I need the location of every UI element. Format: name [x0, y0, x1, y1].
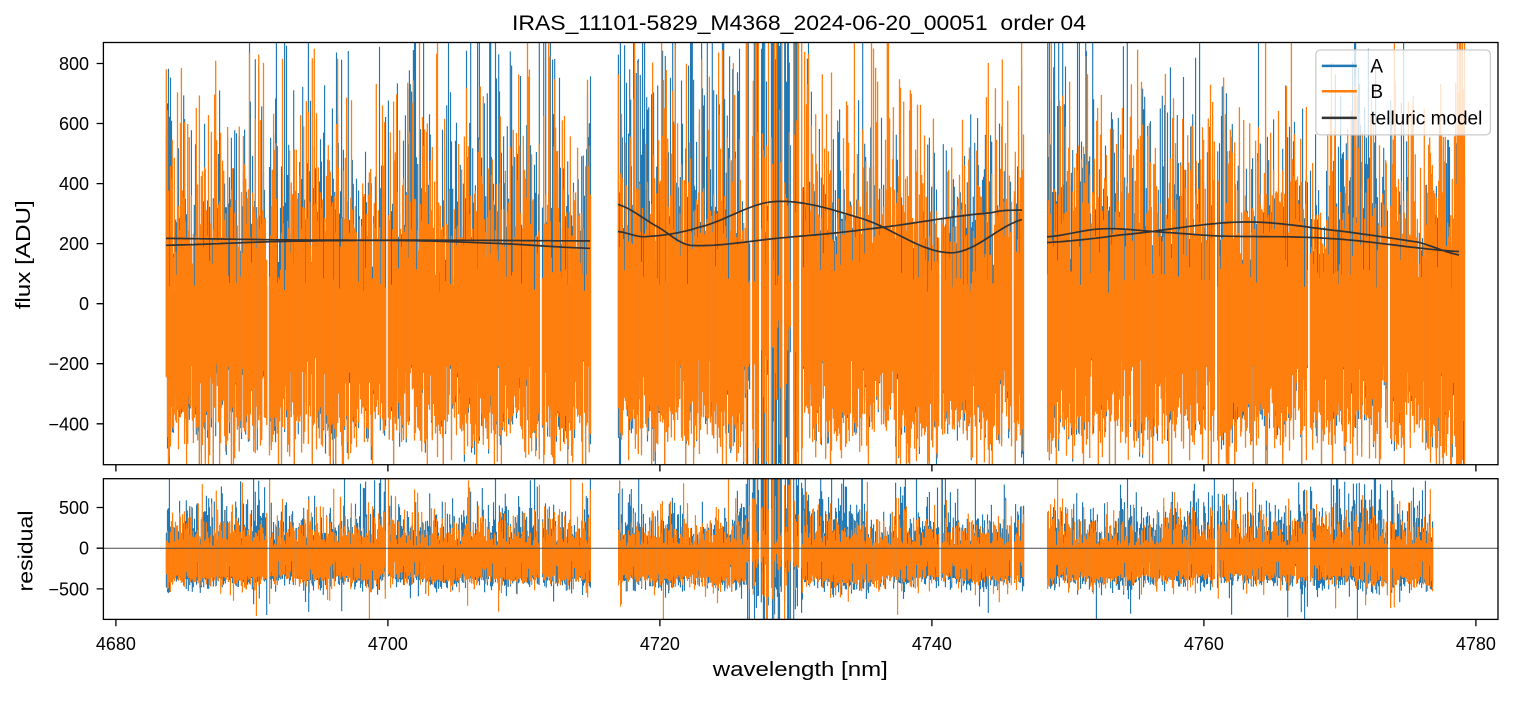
- svg-text:0: 0: [79, 294, 89, 314]
- svg-text:500: 500: [59, 498, 89, 518]
- svg-text:residual: residual: [16, 511, 38, 592]
- svg-text:IRAS_11101-5829_M4368_2024-06-: IRAS_11101-5829_M4368_2024-06-20_00051 o…: [512, 12, 1086, 35]
- svg-text:−200: −200: [48, 354, 89, 374]
- svg-text:200: 200: [59, 234, 89, 254]
- svg-text:4780: 4780: [1456, 634, 1496, 654]
- svg-text:telluric model: telluric model: [1370, 109, 1482, 130]
- svg-text:4680: 4680: [96, 634, 136, 654]
- svg-text:A: A: [1370, 57, 1383, 78]
- svg-text:4700: 4700: [368, 634, 408, 654]
- svg-text:0: 0: [79, 539, 89, 559]
- svg-text:800: 800: [59, 54, 89, 74]
- svg-text:4760: 4760: [1184, 634, 1224, 654]
- svg-text:−500: −500: [48, 579, 89, 599]
- svg-text:wavelength [nm]: wavelength [nm]: [712, 659, 888, 681]
- svg-text:400: 400: [59, 174, 89, 194]
- svg-text:−400: −400: [48, 414, 89, 434]
- svg-text:4720: 4720: [640, 634, 680, 654]
- svg-text:600: 600: [59, 114, 89, 134]
- svg-text:4740: 4740: [912, 634, 952, 654]
- svg-text:B: B: [1370, 82, 1383, 103]
- svg-text:flux [ADU]: flux [ADU]: [13, 200, 35, 309]
